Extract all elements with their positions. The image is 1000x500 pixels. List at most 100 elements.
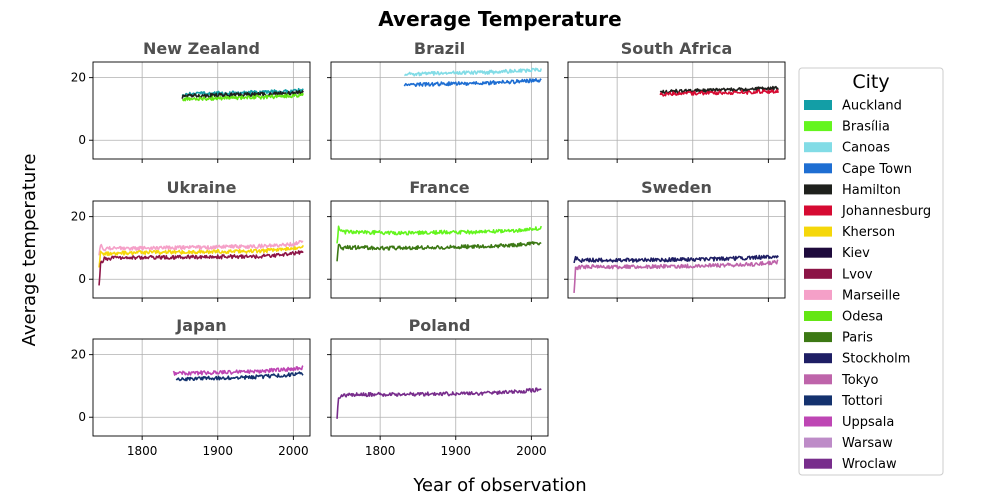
x-tick-label: 2000	[516, 444, 547, 458]
legend-item-odesa: Odesa	[804, 310, 883, 325]
legend-item-johannesburg: Johannesburg	[804, 204, 931, 219]
y-tick-label: 20	[71, 71, 86, 85]
legend-item-stockholm: Stockholm	[804, 352, 910, 367]
series-line-canoas	[403, 67, 542, 77]
legend-item-brasilia: Brasília	[804, 120, 890, 135]
legend-swatch	[804, 353, 832, 364]
legend-swatch	[804, 289, 832, 300]
series-line-lvov	[98, 250, 304, 286]
series-line-hamilton	[659, 85, 779, 94]
legend-label: Auckland	[842, 99, 902, 114]
legend-label: Johannesburg	[841, 204, 931, 219]
y-tick-label: 0	[78, 133, 86, 147]
series-line-stockholm	[573, 254, 779, 264]
series-line-wroclaw	[336, 387, 542, 419]
legend-swatch	[804, 205, 832, 216]
legend-item-cape-town: Cape Town	[804, 162, 912, 177]
legend-swatch	[804, 100, 832, 110]
subplot-japan: Japan 1800 1900 2000 0 20	[71, 316, 311, 458]
x-tick-label: 1900	[440, 444, 471, 458]
subplot-title: Sweden	[641, 178, 712, 197]
legend-item-kiev: Kiev	[804, 246, 870, 261]
legend-item-uppsala: Uppsala	[804, 415, 894, 430]
legend-item-paris: Paris	[804, 331, 873, 346]
legend-item-wroclaw: Wroclaw	[804, 457, 897, 472]
series-line-marseille	[98, 239, 304, 256]
legend-label: Kiev	[842, 246, 870, 261]
legend-title: City	[852, 71, 889, 93]
subplot-title: South Africa	[621, 39, 733, 58]
legend-label: Kherson	[842, 225, 895, 240]
axes-frame	[567, 61, 786, 160]
legend-label: Cape Town	[842, 162, 912, 177]
series-line-paris	[336, 241, 542, 262]
series-line-cape-town	[403, 77, 542, 87]
subplot-title: Ukraine	[166, 178, 236, 197]
legend-label: Tokyo	[841, 373, 878, 388]
axes-frame	[92, 338, 311, 437]
legend-label: Stockholm	[842, 352, 910, 367]
legend-label: Hamilton	[842, 183, 901, 198]
subplot-poland: Poland 1800 1900 2000	[327, 316, 549, 458]
subplot-grid: New Zealand 0 20 Brazil South Africa Ukraine 0…	[71, 39, 786, 458]
subplot-title: Japan	[175, 316, 226, 335]
legend-item-lvov: Lvov	[804, 267, 873, 282]
legend-item-hamilton: Hamilton	[804, 183, 901, 198]
subplot-france: France	[327, 178, 549, 302]
legend-swatch	[804, 311, 832, 321]
legend-swatch	[804, 142, 832, 153]
legend-item-canoas: Canoas	[804, 141, 890, 156]
series-line-tokyo	[573, 259, 779, 293]
legend-swatch	[804, 268, 832, 279]
legend-label: Canoas	[842, 141, 890, 156]
legend-swatch	[804, 184, 832, 195]
legend-swatch	[804, 395, 832, 406]
x-tick-label: 1900	[202, 444, 233, 458]
legend-swatch	[804, 416, 832, 427]
series-line-tottori	[175, 371, 304, 382]
subplot-sweden: Sweden	[564, 178, 786, 302]
y-tick-label: 20	[71, 210, 86, 224]
legend-swatch	[804, 121, 832, 132]
subplot-title: Brazil	[414, 39, 465, 58]
legend-label: Wroclaw	[842, 457, 897, 472]
x-tick-label: 2000	[278, 444, 309, 458]
legend-swatch	[804, 226, 832, 237]
y-tick-label: 0	[78, 272, 86, 286]
x-tick-label: 1800	[127, 444, 158, 458]
legend-item-tottori: Tottori	[804, 394, 883, 409]
legend-swatch	[804, 163, 832, 174]
axes-frame	[92, 61, 311, 160]
series-line-hamilton	[181, 89, 304, 99]
subplot-title: France	[409, 178, 469, 197]
series-line-odesa	[182, 92, 304, 102]
x-axis-label: Year of observation	[412, 475, 586, 496]
axes-frame	[330, 338, 549, 437]
series-line-johannesburg	[659, 89, 779, 97]
subplot-new-zealand: New Zealand 0 20	[71, 39, 311, 163]
axes-frame	[567, 200, 786, 299]
subplot-brazil: Brazil	[327, 39, 549, 163]
legend-item-warsaw: Warsaw	[804, 436, 893, 451]
x-tick-label: 1800	[365, 444, 396, 458]
legend-label: Paris	[842, 331, 873, 346]
legend-label: Tottori	[841, 394, 883, 409]
legend-label: Marseille	[842, 288, 900, 303]
legend-swatch	[804, 374, 832, 385]
legend-swatch	[804, 332, 832, 343]
legend-label: Uppsala	[842, 415, 894, 430]
axes-frame	[92, 200, 311, 299]
legend-label: Warsaw	[842, 436, 893, 451]
legend-item-tokyo: Tokyo	[804, 373, 878, 388]
legend-item-kherson: Kherson	[804, 225, 895, 240]
legend-entries: Auckland Brasília Canoas Cape Town Hamilton J…	[804, 99, 931, 472]
subplot-south-africa: South Africa	[564, 39, 786, 163]
series-line-uppsala	[172, 365, 304, 376]
legend-label: Odesa	[842, 310, 883, 325]
subplot-ukraine: Ukraine 0 20	[71, 178, 311, 302]
legend: City Auckland Brasília Canoas Cape Town Hami…	[798, 67, 944, 476]
series-line-kherson	[98, 244, 304, 268]
figure-title: Average Temperature	[378, 7, 621, 31]
legend-swatch	[804, 437, 832, 448]
